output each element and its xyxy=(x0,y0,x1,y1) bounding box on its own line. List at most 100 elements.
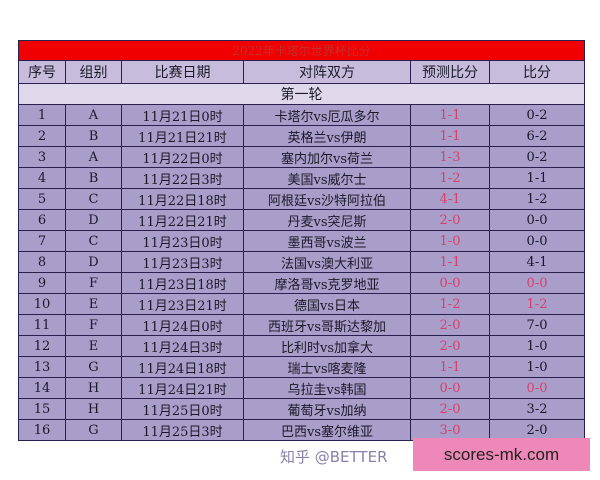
row-prediction: 1-2 xyxy=(410,293,490,315)
row-number: 1 xyxy=(18,104,66,126)
table-row: 15 H 11月25日0时 葡萄牙vs加纳 2-0 3-2 xyxy=(18,398,586,420)
header-no: 序号 xyxy=(18,60,66,84)
row-score: 0-0 xyxy=(488,230,586,252)
table-title: 2022年卡塔尔世界杯比分 xyxy=(17,40,586,61)
row-group: F xyxy=(65,314,122,336)
row-prediction: 3-0 xyxy=(410,419,490,441)
scores-table: 2022年卡塔尔世界杯比分 序号 组别 比赛日期 对阵双方 预测比分 比分 第一… xyxy=(17,40,586,441)
row-group: B xyxy=(65,125,122,147)
table-row: 7 C 11月23日0时 墨西哥vs波兰 1-0 0-0 xyxy=(18,230,586,252)
row-score: 0-2 xyxy=(488,104,586,126)
row-group: H xyxy=(65,398,122,420)
row-match: 巴西vs塞尔维亚 xyxy=(243,419,411,441)
row-group: H xyxy=(65,377,122,399)
row-prediction: 2-0 xyxy=(410,314,490,336)
row-match: 瑞士vs喀麦隆 xyxy=(243,356,411,378)
table-title-row: 2022年卡塔尔世界杯比分 xyxy=(17,40,586,61)
site-label: scores-mk.com xyxy=(413,438,590,471)
row-date: 11月23日0时 xyxy=(121,230,244,252)
row-match: 丹麦vs突尼斯 xyxy=(243,209,411,231)
row-prediction: 0-0 xyxy=(410,377,490,399)
table-row: 10 E 11月23日21时 德国vs日本 1-2 1-2 xyxy=(18,293,586,315)
row-group: F xyxy=(65,272,122,294)
row-prediction: 2-0 xyxy=(410,209,490,231)
row-number: 5 xyxy=(18,188,66,210)
row-prediction: 1-1 xyxy=(410,356,490,378)
row-number: 14 xyxy=(18,377,66,399)
row-match: 葡萄牙vs加纳 xyxy=(243,398,411,420)
row-score: 7-0 xyxy=(488,314,586,336)
table-row: 16 G 11月25日3时 巴西vs塞尔维亚 3-0 2-0 xyxy=(18,419,586,441)
row-number: 16 xyxy=(18,419,66,441)
row-group: A xyxy=(65,146,122,168)
header-row: 序号 组别 比赛日期 对阵双方 预测比分 比分 xyxy=(18,60,586,84)
row-score: 1-0 xyxy=(488,335,586,357)
row-group: D xyxy=(65,251,122,273)
row-score: 1-1 xyxy=(488,167,586,189)
row-number: 8 xyxy=(18,251,66,273)
row-date: 11月24日21时 xyxy=(121,377,244,399)
row-match: 美国vs威尔士 xyxy=(243,167,411,189)
row-group: D xyxy=(65,209,122,231)
row-prediction: 2-0 xyxy=(410,335,490,357)
row-score: 1-0 xyxy=(488,356,586,378)
row-prediction: 1-2 xyxy=(410,167,490,189)
table-row: 4 B 11月22日3时 美国vs威尔士 1-2 1-1 xyxy=(18,167,586,189)
header-date: 比赛日期 xyxy=(121,60,244,84)
row-score: 3-2 xyxy=(488,398,586,420)
header-match: 对阵双方 xyxy=(243,60,411,84)
row-number: 7 xyxy=(18,230,66,252)
row-group: B xyxy=(65,167,122,189)
row-prediction: 1-1 xyxy=(410,251,490,273)
row-group: E xyxy=(65,335,122,357)
row-match: 德国vs日本 xyxy=(243,293,411,315)
row-group: E xyxy=(65,293,122,315)
row-score: 1-2 xyxy=(488,293,586,315)
row-date: 11月25日3时 xyxy=(121,419,244,441)
row-prediction: 1-0 xyxy=(410,230,490,252)
section-row: 第一轮 xyxy=(17,83,586,105)
row-number: 10 xyxy=(18,293,66,315)
table-row: 5 C 11月22日18时 阿根廷vs沙特阿拉伯 4-1 1-2 xyxy=(18,188,586,210)
row-number: 6 xyxy=(18,209,66,231)
row-prediction: 2-0 xyxy=(410,398,490,420)
row-number: 4 xyxy=(18,167,66,189)
row-number: 15 xyxy=(18,398,66,420)
table-row: 6 D 11月22日21时 丹麦vs突尼斯 2-0 0-0 xyxy=(18,209,586,231)
row-score: 6-2 xyxy=(488,125,586,147)
row-date: 11月23日18时 xyxy=(121,272,244,294)
row-match: 阿根廷vs沙特阿拉伯 xyxy=(243,188,411,210)
table-row: 2 B 11月21日21时 英格兰vs伊朗 1-1 6-2 xyxy=(18,125,586,147)
row-group: A xyxy=(65,104,122,126)
table-row: 14 H 11月24日21时 乌拉圭vs韩国 0-0 0-0 xyxy=(18,377,586,399)
header-group: 组别 xyxy=(65,60,122,84)
row-number: 13 xyxy=(18,356,66,378)
row-date: 11月22日3时 xyxy=(121,167,244,189)
row-date: 11月22日21时 xyxy=(121,209,244,231)
row-date: 11月24日3时 xyxy=(121,335,244,357)
table-row: 12 E 11月24日3时 比利时vs加拿大 2-0 1-0 xyxy=(18,335,586,357)
row-number: 3 xyxy=(18,146,66,168)
table-row: 1 A 11月21日0时 卡塔尔vs厄瓜多尔 1-1 0-2 xyxy=(18,104,586,126)
row-match: 摩洛哥vs克罗地亚 xyxy=(243,272,411,294)
row-number: 2 xyxy=(18,125,66,147)
row-score: 1-2 xyxy=(488,188,586,210)
section-label: 第一轮 xyxy=(17,83,586,105)
row-match: 英格兰vs伊朗 xyxy=(243,125,411,147)
table-row: 8 D 11月23日3时 法国vs澳大利亚 1-1 4-1 xyxy=(18,251,586,273)
row-score: 0-2 xyxy=(488,146,586,168)
row-score: 4-1 xyxy=(488,251,586,273)
row-date: 11月23日3时 xyxy=(121,251,244,273)
watermark: 知乎 @BETTER xyxy=(280,448,388,466)
row-prediction: 1-1 xyxy=(410,125,490,147)
row-match: 墨西哥vs波兰 xyxy=(243,230,411,252)
row-score: 0-0 xyxy=(488,272,586,294)
row-match: 塞内加尔vs荷兰 xyxy=(243,146,411,168)
row-group: G xyxy=(65,356,122,378)
row-score: 2-0 xyxy=(488,419,586,441)
row-date: 11月21日21时 xyxy=(121,125,244,147)
table-row: 11 F 11月24日0时 西班牙vs哥斯达黎加 2-0 7-0 xyxy=(18,314,586,336)
row-match: 卡塔尔vs厄瓜多尔 xyxy=(243,104,411,126)
row-score: 0-0 xyxy=(488,377,586,399)
row-number: 9 xyxy=(18,272,66,294)
